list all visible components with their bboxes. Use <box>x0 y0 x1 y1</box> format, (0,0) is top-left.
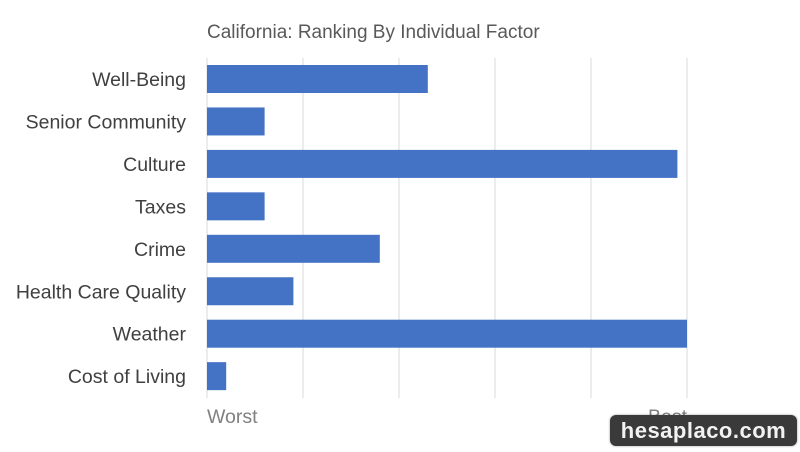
bar-health-care-quality <box>207 277 294 306</box>
chart-title: California: Ranking By Individual Factor <box>207 22 540 43</box>
category-label-health-care-quality: Health Care Quality <box>16 281 186 303</box>
category-label-taxes: Taxes <box>135 196 186 218</box>
category-label-weather: Weather <box>113 324 187 346</box>
bar-cost-of-living <box>207 362 227 391</box>
watermark-text: hesaplaco.com <box>620 418 787 443</box>
bars <box>207 65 687 391</box>
bar-crime <box>207 234 380 263</box>
bar-senior-community <box>207 107 265 136</box>
category-labels: Well-Being Senior Community Culture Taxes Cr… <box>16 69 187 388</box>
x-tick-label-worst: Worst <box>207 406 258 428</box>
category-label-crime: Crime <box>134 239 186 261</box>
category-label-cost-of-living: Cost of Living <box>68 366 186 388</box>
category-label-senior-community: Senior Community <box>26 111 187 133</box>
bar-well-being <box>207 65 428 93</box>
category-label-culture: Culture <box>123 154 186 176</box>
bar-culture <box>207 149 678 178</box>
category-label-well-being: Well-Being <box>92 69 186 91</box>
bar-taxes <box>207 192 265 221</box>
bar-weather <box>207 319 687 348</box>
watermark: hesaplaco.com <box>610 415 797 446</box>
